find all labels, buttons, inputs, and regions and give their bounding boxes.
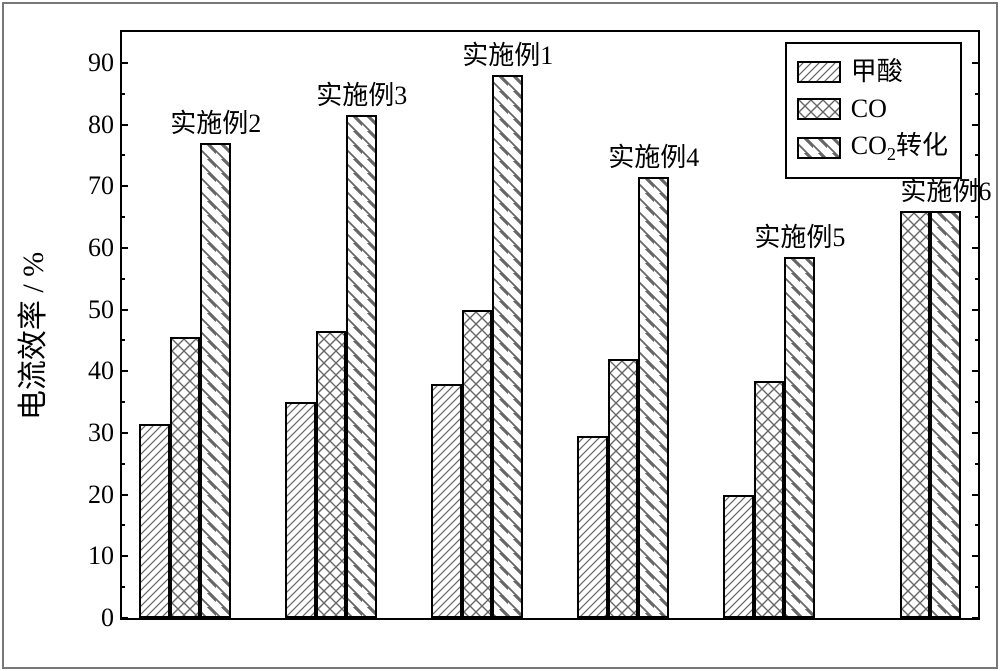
bar-hcooh [139, 424, 170, 618]
legend-label-co: CO [851, 91, 887, 126]
ytick-mark [120, 185, 128, 187]
bar-co2 [346, 115, 377, 618]
ytick-mark [972, 124, 980, 126]
ytick-mark [972, 309, 980, 311]
ytick-label: 80 [88, 112, 122, 138]
ytick-minor [120, 401, 125, 403]
bar-co [608, 359, 639, 618]
ytick-label: 90 [88, 50, 122, 76]
bar-hcooh [285, 402, 316, 618]
ytick-minor [975, 401, 980, 403]
ytick-mark [120, 494, 128, 496]
ytick-mark [120, 124, 128, 126]
ytick-mark [972, 247, 980, 249]
bar-co2 [200, 143, 231, 618]
bar-co [462, 310, 493, 618]
ytick-minor [120, 586, 125, 588]
ytick-mark [972, 432, 980, 434]
group-label: 实施例2 [170, 111, 261, 137]
ytick-label: 60 [88, 235, 122, 261]
ytick-mark [120, 432, 128, 434]
ytick-label: 50 [88, 297, 122, 323]
ytick-mark [120, 370, 128, 372]
ytick-mark [972, 494, 980, 496]
ytick-minor [120, 154, 125, 156]
ytick-minor [120, 93, 125, 95]
ytick-minor [975, 216, 980, 218]
chart-container: 电流效率 / % 甲酸 CO CO2转化 0 10 20 30 40 50 60 70 80 90… [0, 0, 1000, 671]
group-label: 实施例4 [608, 145, 699, 171]
bar-hcooh [577, 436, 608, 618]
ytick-mark [120, 617, 128, 619]
ytick-label: 20 [88, 482, 122, 508]
ytick-minor [975, 524, 980, 526]
legend-swatch-co2 [797, 137, 841, 159]
bar-co [316, 331, 347, 618]
group-label: 实施例6 [900, 179, 991, 205]
ytick-minor [975, 586, 980, 588]
group-label: 实施例1 [462, 43, 553, 69]
legend-swatch-hcooh [797, 61, 841, 83]
ytick-minor [120, 339, 125, 341]
bar-co [900, 211, 931, 618]
plot-area: 甲酸 CO CO2转化 0102030405060708090 实施例2实施例3… [120, 30, 980, 620]
ytick-minor [975, 278, 980, 280]
ytick-label: 10 [88, 543, 122, 569]
ytick-mark [120, 247, 128, 249]
ytick-minor [975, 93, 980, 95]
ytick-mark [972, 62, 980, 64]
bar-co [170, 337, 201, 618]
ytick-minor [120, 524, 125, 526]
ytick-minor [975, 339, 980, 341]
bar-co2 [784, 257, 815, 618]
ytick-mark [972, 617, 980, 619]
ytick-label: 70 [88, 173, 122, 199]
ytick-mark [120, 309, 128, 311]
y-axis-label: 电流效率 / % [8, 251, 52, 419]
ytick-mark [120, 62, 128, 64]
bar-co2 [492, 75, 523, 618]
ytick-mark [972, 555, 980, 557]
bar-hcooh [431, 384, 462, 618]
ytick-minor [975, 154, 980, 156]
legend-swatch-co [797, 98, 841, 120]
legend-label-co2: CO2转化 [851, 128, 948, 167]
bar-co2 [638, 177, 669, 618]
group-label: 实施例3 [316, 83, 407, 109]
ytick-mark [972, 370, 980, 372]
legend-box: 甲酸 CO CO2转化 [785, 42, 962, 179]
legend-item-hcooh: 甲酸 [797, 54, 948, 89]
group-label: 实施例5 [754, 225, 845, 251]
ytick-minor [975, 463, 980, 465]
ytick-label: 0 [101, 605, 122, 631]
ytick-minor [120, 463, 125, 465]
legend-item-co: CO [797, 91, 948, 126]
bar-hcooh [723, 495, 754, 618]
ytick-label: 40 [88, 358, 122, 384]
ytick-minor [120, 216, 125, 218]
ytick-minor [120, 278, 125, 280]
ytick-mark [120, 555, 128, 557]
bar-co [754, 381, 785, 618]
bar-co2 [930, 211, 961, 618]
ytick-label: 30 [88, 420, 122, 446]
legend-label-hcooh: 甲酸 [851, 54, 903, 89]
legend-item-co2: CO2转化 [797, 128, 948, 167]
